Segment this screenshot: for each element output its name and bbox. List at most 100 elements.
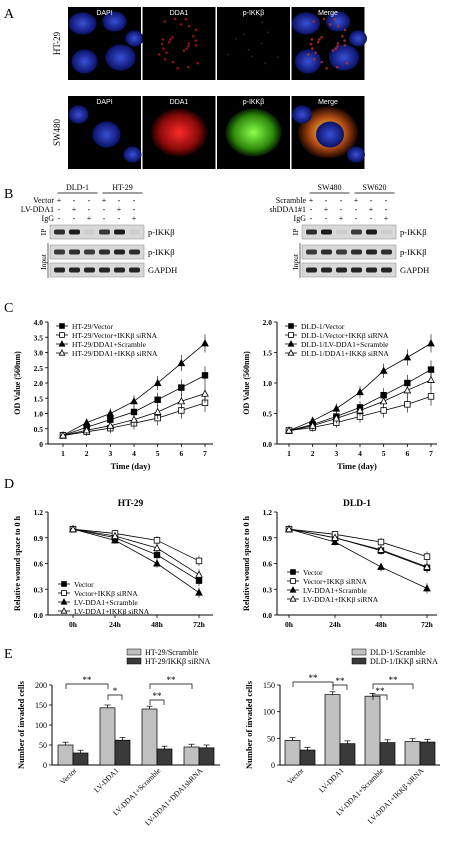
bar — [299, 749, 316, 766]
series-3 — [59, 384, 209, 439]
data-point — [377, 562, 385, 570]
data-point — [427, 375, 435, 383]
blot-band — [336, 249, 347, 255]
x-tick-label: 1 — [61, 449, 65, 458]
data-point — [106, 421, 115, 429]
y-tick-label: 200 — [35, 681, 47, 690]
blot-band — [69, 267, 80, 273]
red-speckle — [343, 39, 346, 42]
treatment-sign: + — [324, 205, 329, 214]
row-label-ht-29: HT-29 — [52, 31, 62, 55]
blot-band — [129, 267, 140, 273]
red-speckle — [186, 65, 190, 69]
x-tick-label: 0h — [69, 620, 78, 629]
treatment-sign: + — [117, 205, 122, 214]
y-tick-label: 0 — [43, 761, 47, 770]
data-point — [403, 386, 412, 394]
blot-band — [99, 229, 110, 235]
data-point — [377, 545, 385, 553]
series-line — [72, 528, 200, 562]
red-speckle — [343, 44, 347, 47]
treatment-sign: + — [102, 196, 107, 205]
legend-label-1: DLD-1/IKKβ siRNA — [370, 657, 438, 666]
bar — [284, 740, 301, 766]
blot-strip — [49, 224, 145, 240]
red-speckle — [163, 57, 167, 61]
blot-strip — [301, 244, 397, 260]
red-speckle — [309, 42, 313, 46]
series-line — [72, 528, 200, 594]
chart-title: HT-29 — [118, 499, 144, 509]
series-3 — [69, 524, 203, 580]
y-tick-label: 0.3 — [34, 585, 44, 594]
treatment-sign: + — [369, 205, 374, 214]
x-tick-label-0: Vector — [285, 766, 306, 787]
y-tick-label: 0.0 — [34, 611, 44, 620]
y-tick-label: 0.5 — [263, 410, 273, 419]
legend-label-3: LV-DDA1+IKKβ siRNA — [74, 607, 150, 616]
micrograph-0-0: DAPI — [68, 7, 144, 80]
data-point — [423, 584, 431, 592]
blot-band-label-1: p-IKKβ — [400, 247, 427, 257]
x-tick-label-1: LV-DDA1 — [317, 766, 346, 795]
data-point — [153, 559, 161, 567]
x-tick-label: 0h — [285, 620, 294, 629]
y-tick-label: 1.5 — [34, 394, 44, 403]
micrograph-bg — [142, 7, 216, 80]
legend-label-1: DLD-1/Vector+IKKβ siRNA — [301, 331, 389, 340]
red-speckle — [169, 38, 172, 41]
legend-label-1: Vector+IKKβ siRNA — [303, 577, 367, 586]
significance-bracket — [372, 694, 388, 700]
data-point — [289, 586, 297, 593]
blot-band — [306, 249, 317, 255]
y-tick-label: 0 — [271, 761, 275, 770]
series-2 — [59, 334, 209, 439]
data-point — [82, 426, 91, 434]
red-speckle — [341, 34, 344, 38]
blot-strip — [49, 244, 145, 260]
legend-swatch — [126, 657, 142, 665]
micrograph-0-1: DDA1 — [142, 7, 216, 80]
series-line — [288, 528, 428, 568]
data-point — [153, 537, 161, 544]
significance-mark: ** — [167, 675, 177, 685]
treatment-sign: + — [72, 205, 77, 214]
red-speckle — [322, 17, 326, 21]
blot-cell-line-1: SW620 — [363, 183, 387, 192]
data-point — [177, 358, 186, 367]
data-point — [59, 323, 65, 329]
column-label-0: DAPI — [96, 99, 112, 106]
green-speckle — [261, 21, 264, 24]
data-point — [290, 578, 296, 584]
x-tick-label: 5 — [156, 449, 160, 458]
treatment-sign: - — [325, 214, 328, 223]
column-label-1: DDA1 — [170, 99, 189, 106]
micrograph-bg — [217, 7, 290, 80]
green-speckle — [260, 42, 263, 45]
y-axis-label: Relative wound space to 0 h — [242, 516, 251, 611]
nucleus — [102, 11, 127, 32]
treatment-sign: - — [355, 214, 358, 223]
blot-row-label-0: Scramble — [276, 196, 307, 205]
data-point — [59, 431, 67, 439]
red-speckle — [194, 28, 198, 32]
series-line — [288, 528, 428, 558]
row-label-sw480: SW480 — [52, 119, 62, 147]
x-tick-label: 48h — [151, 620, 164, 629]
treatment-sign: - — [310, 205, 313, 214]
significance-bracket — [372, 683, 414, 689]
treatment-sign: + — [309, 196, 314, 205]
significance-bracket — [149, 683, 193, 689]
input-label: Input — [39, 253, 48, 270]
red-speckle — [316, 40, 320, 44]
data-point — [288, 323, 294, 329]
data-point — [331, 537, 339, 546]
data-point — [69, 524, 77, 533]
treatment-sign: - — [310, 214, 313, 223]
legend-label-1: HT-29/IKKβ siRNA — [145, 657, 211, 666]
x-tick-label: 1 — [287, 449, 291, 458]
data-point — [377, 538, 385, 546]
blot-band — [351, 267, 362, 273]
y-tick-label: 1.5 — [263, 349, 273, 358]
chart-e-right: 0 50 100 150 Number of invaded cells Vector LV… — [244, 648, 440, 826]
